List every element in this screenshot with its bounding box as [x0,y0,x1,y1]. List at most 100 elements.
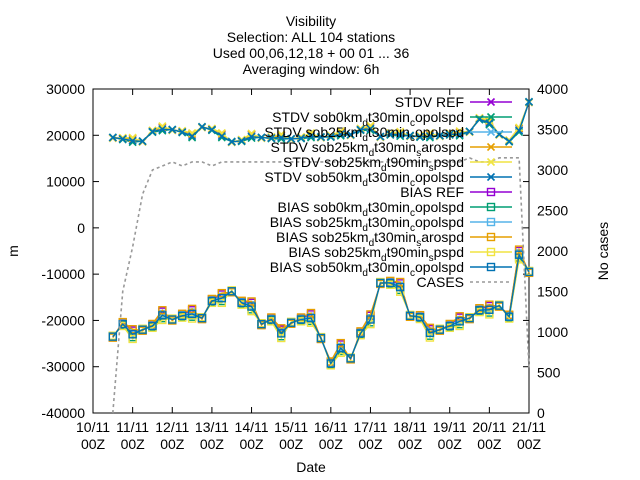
data-point [138,137,147,146]
x-tick-label-hour: 00Z [438,436,463,452]
data-point [297,133,306,143]
chart-title: Visibility Selection: ALL 104 stations U… [213,13,410,77]
data-point [395,282,405,292]
data-point [247,129,256,138]
data-point [415,131,425,140]
x-tick-label-hour: 00Z [121,436,146,452]
plot-frame [92,88,530,414]
y2-tick-label: 3500 [537,122,568,138]
title-line-4: Averaging window: 6h [243,61,380,77]
y-tick-label: 20000 [46,127,85,143]
data-point [316,333,326,343]
data-point [435,325,445,334]
data-point [306,132,316,141]
data-point [356,329,365,338]
x-tick-label-date: 15/11 [274,419,308,435]
series-5 [108,97,534,146]
data-point [415,132,425,141]
legend-marker [486,172,496,182]
x-tick-label-hour: 00Z [398,436,423,452]
legend-marker [486,232,496,242]
data-point [524,267,534,277]
data-point [118,319,127,329]
data-point [485,305,494,314]
data-point [445,321,454,331]
data-point [326,132,335,141]
data-point [395,277,405,287]
y-axis-label: m [5,245,21,257]
legend-label: STDV sob25kmdt90minspspd [283,154,464,174]
y-tick-label: -20000 [41,312,85,328]
data-point [267,133,276,143]
x-tick-label-hour: 00Z [358,436,383,452]
data-point [396,127,405,136]
data-point [128,136,137,145]
data-point [504,312,514,321]
data-point [267,315,276,324]
data-point [118,134,127,144]
data-point [267,132,276,141]
data-point [366,315,375,324]
data-point [425,328,435,338]
data-point [515,126,524,135]
y-tick-label: -10000 [41,266,85,282]
data-point [326,359,336,368]
title-line-1: Visibility [286,13,336,29]
data-point [485,119,494,128]
x-tick-label-date: 12/11 [155,419,189,435]
data-point [445,128,454,138]
data-point [346,130,355,139]
data-point [306,308,316,318]
x-axis: 10/1100Z11/1100Z12/1100Z13/1100Z14/1100Z… [76,89,546,452]
series-11 [108,250,534,368]
data-point [247,132,256,141]
legend-marker [486,202,496,212]
legend-label: BIAS REF [400,184,464,200]
data-point [514,250,524,259]
y-tick-label: 10000 [46,174,85,190]
data-point [445,130,454,139]
data-point [257,319,266,329]
data-point [514,245,524,254]
data-point [386,278,395,288]
legend-label: BIAS sob0kmdt30mincopolspd [278,199,464,219]
data-point [455,312,464,321]
data-point [247,297,256,306]
x-tick-label-date: 13/11 [195,419,229,435]
data-point [505,137,514,146]
legend-label: BIAS sob25kmdt30mincopolspd [270,214,464,234]
data-point [415,312,425,322]
data-point [177,311,187,320]
y-tick-label: 0 [77,220,85,236]
x-tick-label-date: 21/11 [512,419,546,435]
title-line-3: Used 00,06,12,18 + 00 01 ... 36 [213,45,410,61]
data-point [277,133,286,142]
x-tick-label-hour: 00Z [239,436,264,452]
data-point [148,321,157,331]
legend-marker [486,142,496,152]
data-point [336,127,345,136]
legend-marker [486,97,496,107]
data-point [168,125,177,134]
legend-marker [486,187,496,197]
data-point [386,130,395,139]
data-point [455,321,464,331]
data-point [287,134,296,144]
y2-tick-label: 3000 [537,162,568,178]
x-tick-label-hour: 00Z [200,436,225,452]
x-tick-label-hour: 00Z [319,436,344,452]
data-point [485,300,494,309]
x-tick-label-hour: 00Z [160,436,185,452]
legend-label: STDV sob25kmdt30minsarospd [271,139,464,159]
y2-tick-label: 2500 [537,203,568,219]
legend-marker [486,127,496,137]
data-point [306,128,316,138]
legend-label: STDV REF [395,94,464,110]
series-line [112,252,530,366]
data-point [505,135,514,145]
x-tick-label-hour: 00Z [81,436,106,452]
data-point [376,132,385,141]
x-tick-label-date: 19/11 [433,419,467,435]
data-point [128,334,137,344]
